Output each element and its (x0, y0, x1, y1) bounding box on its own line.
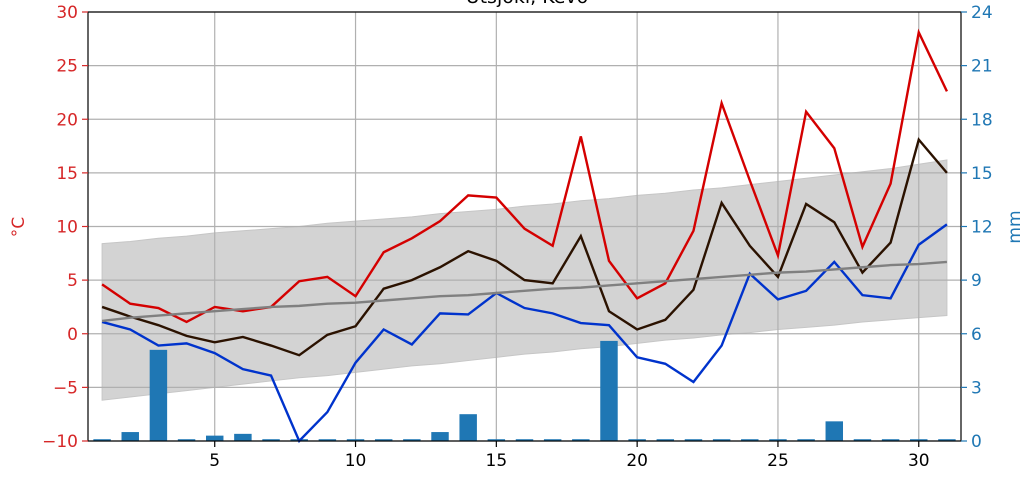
x-tick-label: 25 (767, 451, 789, 471)
precip-bar-day-24 (741, 439, 759, 441)
precip-bar-day-4 (177, 439, 196, 441)
precip-bar-day-7 (262, 439, 280, 441)
y-right-tick-label: 9 (971, 271, 982, 291)
x-tick-label: 30 (908, 451, 930, 471)
y-right-tick-label: 3 (971, 378, 982, 398)
y-left-tick-label: 15 (56, 164, 78, 184)
precip-bar-day-20 (628, 439, 646, 441)
temperature-line-1 (101, 137, 948, 357)
precip-bar-day-18 (572, 439, 590, 441)
x-tick-label: 5 (209, 451, 220, 471)
precip-bar-day-14 (459, 414, 477, 441)
y-left-tick-label: 20 (56, 110, 78, 130)
x-tick-label: 20 (626, 451, 648, 471)
precip-bar-day-17 (543, 439, 562, 441)
precip-bar-day-19 (600, 340, 618, 441)
y-right-tick-label: 21 (971, 57, 993, 77)
y-left-tick-label: 5 (67, 271, 78, 291)
precip-bar-day-28 (853, 439, 872, 441)
precip-bar-day-6 (234, 433, 252, 441)
axes: −10 −5 0 5 10 15 20 25 30 0 3 6 9 12 15 18 21 24 5 10 15 20 25… (42, 3, 993, 471)
y-left-tick-label: 30 (56, 3, 78, 23)
precip-bar-day-12 (403, 439, 421, 441)
y-right-tick-label: 0 (971, 432, 982, 452)
y-right-tick-label: 18 (971, 110, 993, 130)
y-left-tick-label: 0 (67, 325, 78, 345)
precip-bar-day-31 (938, 439, 956, 441)
y-right-tick-label: 6 (971, 325, 982, 345)
precip-bar-day-9 (318, 439, 337, 441)
precip-bar-day-22 (684, 439, 703, 441)
precip-bar-day-11 (374, 439, 393, 441)
temperature-line-2 (101, 223, 948, 444)
y-right-label: mm (1005, 210, 1025, 243)
x-tick-label: 15 (486, 451, 508, 471)
precip-bar-day-5 (205, 435, 224, 441)
precipitation-bars (93, 340, 956, 441)
y-right-tick-label: 15 (971, 164, 993, 184)
y-left-tick-label: −10 (42, 432, 78, 452)
y-left-label: °C (9, 217, 29, 237)
temperature-line-0 (101, 28, 949, 324)
temperature-lines (101, 28, 949, 444)
temperature-line-3 (101, 260, 948, 323)
precip-bar-day-1 (93, 439, 111, 441)
precip-bar-day-23 (712, 439, 731, 441)
precip-bar-day-26 (797, 439, 815, 441)
y-right-tick-label: 24 (971, 3, 993, 23)
precip-bar-day-16 (515, 439, 534, 441)
x-tick-label: 10 (345, 451, 367, 471)
precip-bar-day-3 (149, 349, 168, 441)
precip-bar-day-30 (910, 439, 928, 441)
precip-bar-day-15 (487, 439, 506, 441)
precip-bar-day-27 (825, 421, 844, 441)
y-left-tick-label: 25 (56, 57, 78, 77)
precip-bar-day-21 (656, 439, 675, 441)
precip-bar-day-13 (431, 432, 449, 441)
y-left-tick-label: −5 (53, 378, 78, 398)
y-right-tick-label: 12 (971, 218, 993, 238)
precip-bar-day-25 (769, 439, 787, 441)
chart-title: Utsjoki, Kevo (466, 0, 589, 8)
precip-bar-day-10 (346, 439, 365, 441)
y-left-tick-label: 10 (56, 218, 78, 238)
precip-bar-day-29 (881, 439, 900, 441)
precip-bar-day-2 (121, 432, 139, 441)
